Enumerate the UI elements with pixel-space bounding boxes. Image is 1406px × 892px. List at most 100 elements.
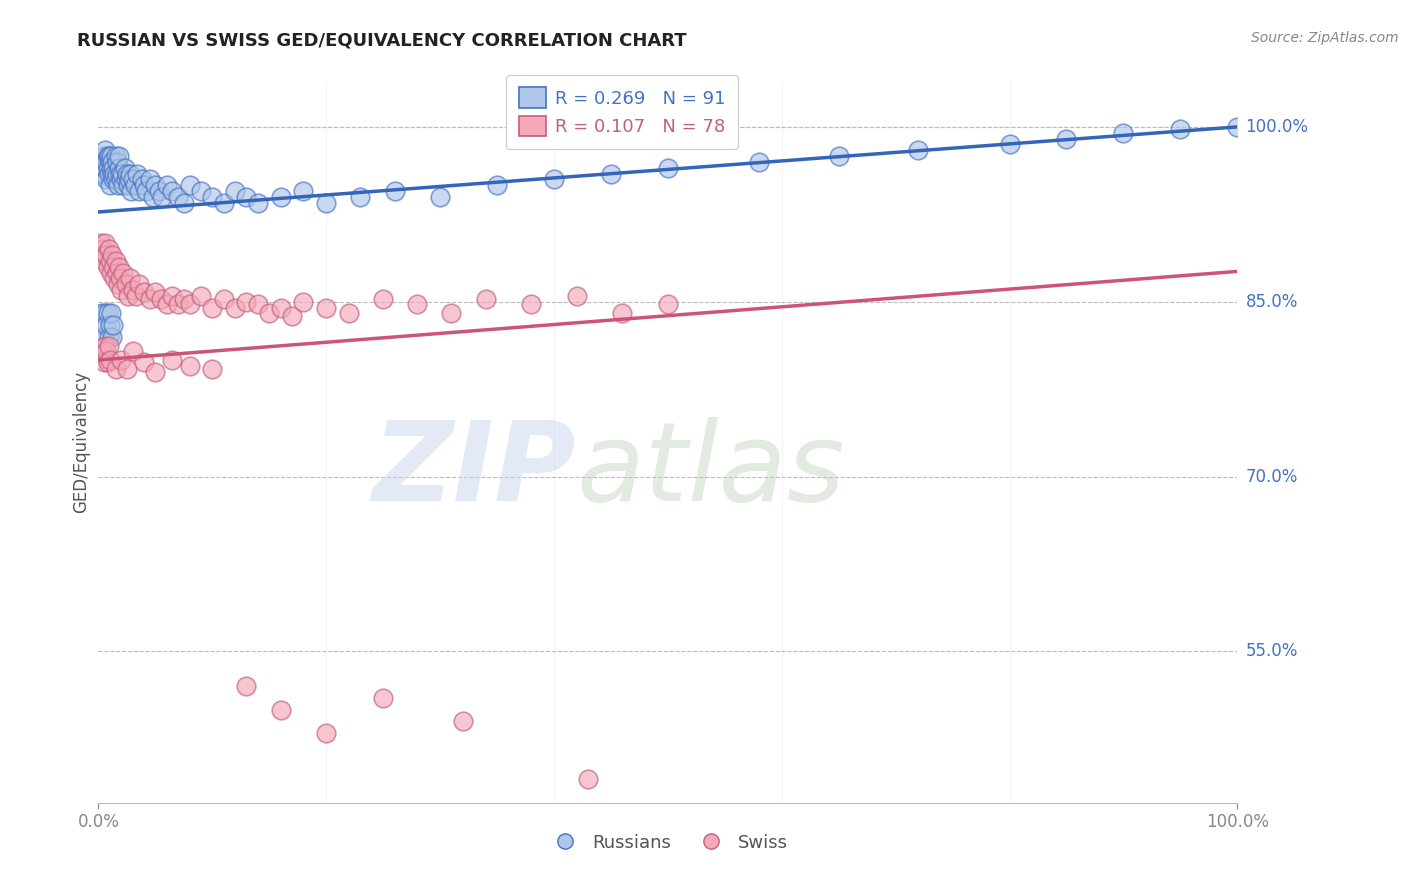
Point (145, 178, 167, 193)
Point (93, 167, 115, 181)
Point (103, 161, 125, 175)
Point (224, 184, 246, 198)
Point (96, 306, 118, 320)
Point (281, 309, 304, 323)
Point (107, 178, 129, 193)
Point (120, 184, 142, 198)
Point (543, 172, 565, 186)
Point (474, 293, 496, 307)
Point (118, 172, 141, 186)
Point (110, 353, 132, 368)
Point (93, 149, 115, 163)
Point (96, 248, 118, 262)
Point (100, 266, 122, 280)
Point (907, 143, 929, 157)
Point (114, 277, 136, 292)
Point (132, 178, 155, 193)
Point (224, 301, 246, 315)
Point (138, 293, 160, 307)
Point (179, 178, 201, 193)
Point (235, 190, 257, 204)
Point (190, 289, 212, 303)
Point (657, 161, 679, 175)
Point (90, 341, 112, 355)
Point (270, 702, 292, 716)
Point (292, 294, 315, 309)
Text: 55.0%: 55.0% (1246, 642, 1298, 660)
Point (162, 184, 184, 198)
Point (97, 329, 120, 343)
Point (1054, 131, 1078, 145)
Point (259, 306, 281, 320)
Point (96, 355, 118, 369)
Point (600, 167, 623, 181)
Point (100, 306, 122, 320)
Point (96, 161, 118, 175)
Point (148, 184, 170, 198)
Point (108, 149, 131, 163)
Point (101, 248, 124, 262)
Point (108, 161, 131, 175)
Point (101, 329, 124, 343)
Point (94, 236, 117, 251)
Point (128, 184, 150, 198)
Point (828, 149, 851, 163)
Point (1170, 122, 1192, 136)
Point (576, 772, 599, 787)
Point (96, 172, 118, 186)
Point (117, 178, 139, 193)
Text: Source: ZipAtlas.com: Source: ZipAtlas.com (1251, 31, 1399, 45)
Point (103, 172, 125, 186)
Point (93, 355, 115, 369)
Point (91, 318, 114, 332)
Point (112, 266, 135, 280)
Point (94, 143, 117, 157)
Point (406, 297, 429, 311)
Point (117, 289, 139, 303)
Point (132, 355, 155, 369)
Point (150, 190, 173, 204)
Point (103, 271, 125, 285)
Point (127, 167, 149, 181)
Point (104, 362, 127, 376)
Point (91, 347, 114, 361)
Point (179, 359, 201, 373)
Point (349, 190, 371, 204)
Point (173, 293, 195, 307)
Point (97, 242, 120, 256)
Point (110, 172, 132, 186)
Point (108, 167, 131, 181)
Point (371, 690, 394, 705)
Point (121, 283, 143, 297)
Point (315, 301, 337, 315)
Point (115, 167, 138, 181)
Point (90, 154, 112, 169)
Point (145, 365, 167, 379)
Point (103, 318, 125, 332)
Point (150, 293, 173, 307)
Text: ZIP: ZIP (373, 417, 576, 524)
Point (212, 293, 235, 307)
Point (100, 161, 122, 175)
Point (98, 254, 121, 268)
Point (138, 172, 160, 186)
Text: atlas: atlas (576, 417, 845, 524)
Point (246, 297, 269, 311)
Point (105, 154, 128, 169)
Point (337, 306, 360, 320)
Point (101, 154, 124, 169)
Point (145, 285, 167, 300)
Point (104, 149, 127, 163)
Point (112, 178, 135, 193)
Point (440, 306, 463, 320)
Point (162, 289, 184, 303)
Point (132, 285, 155, 300)
Point (94, 306, 117, 320)
Point (135, 184, 157, 198)
Point (998, 137, 1021, 152)
Point (100, 149, 122, 163)
Point (612, 306, 634, 320)
Point (167, 297, 190, 311)
Point (167, 190, 190, 204)
Point (97, 339, 120, 353)
